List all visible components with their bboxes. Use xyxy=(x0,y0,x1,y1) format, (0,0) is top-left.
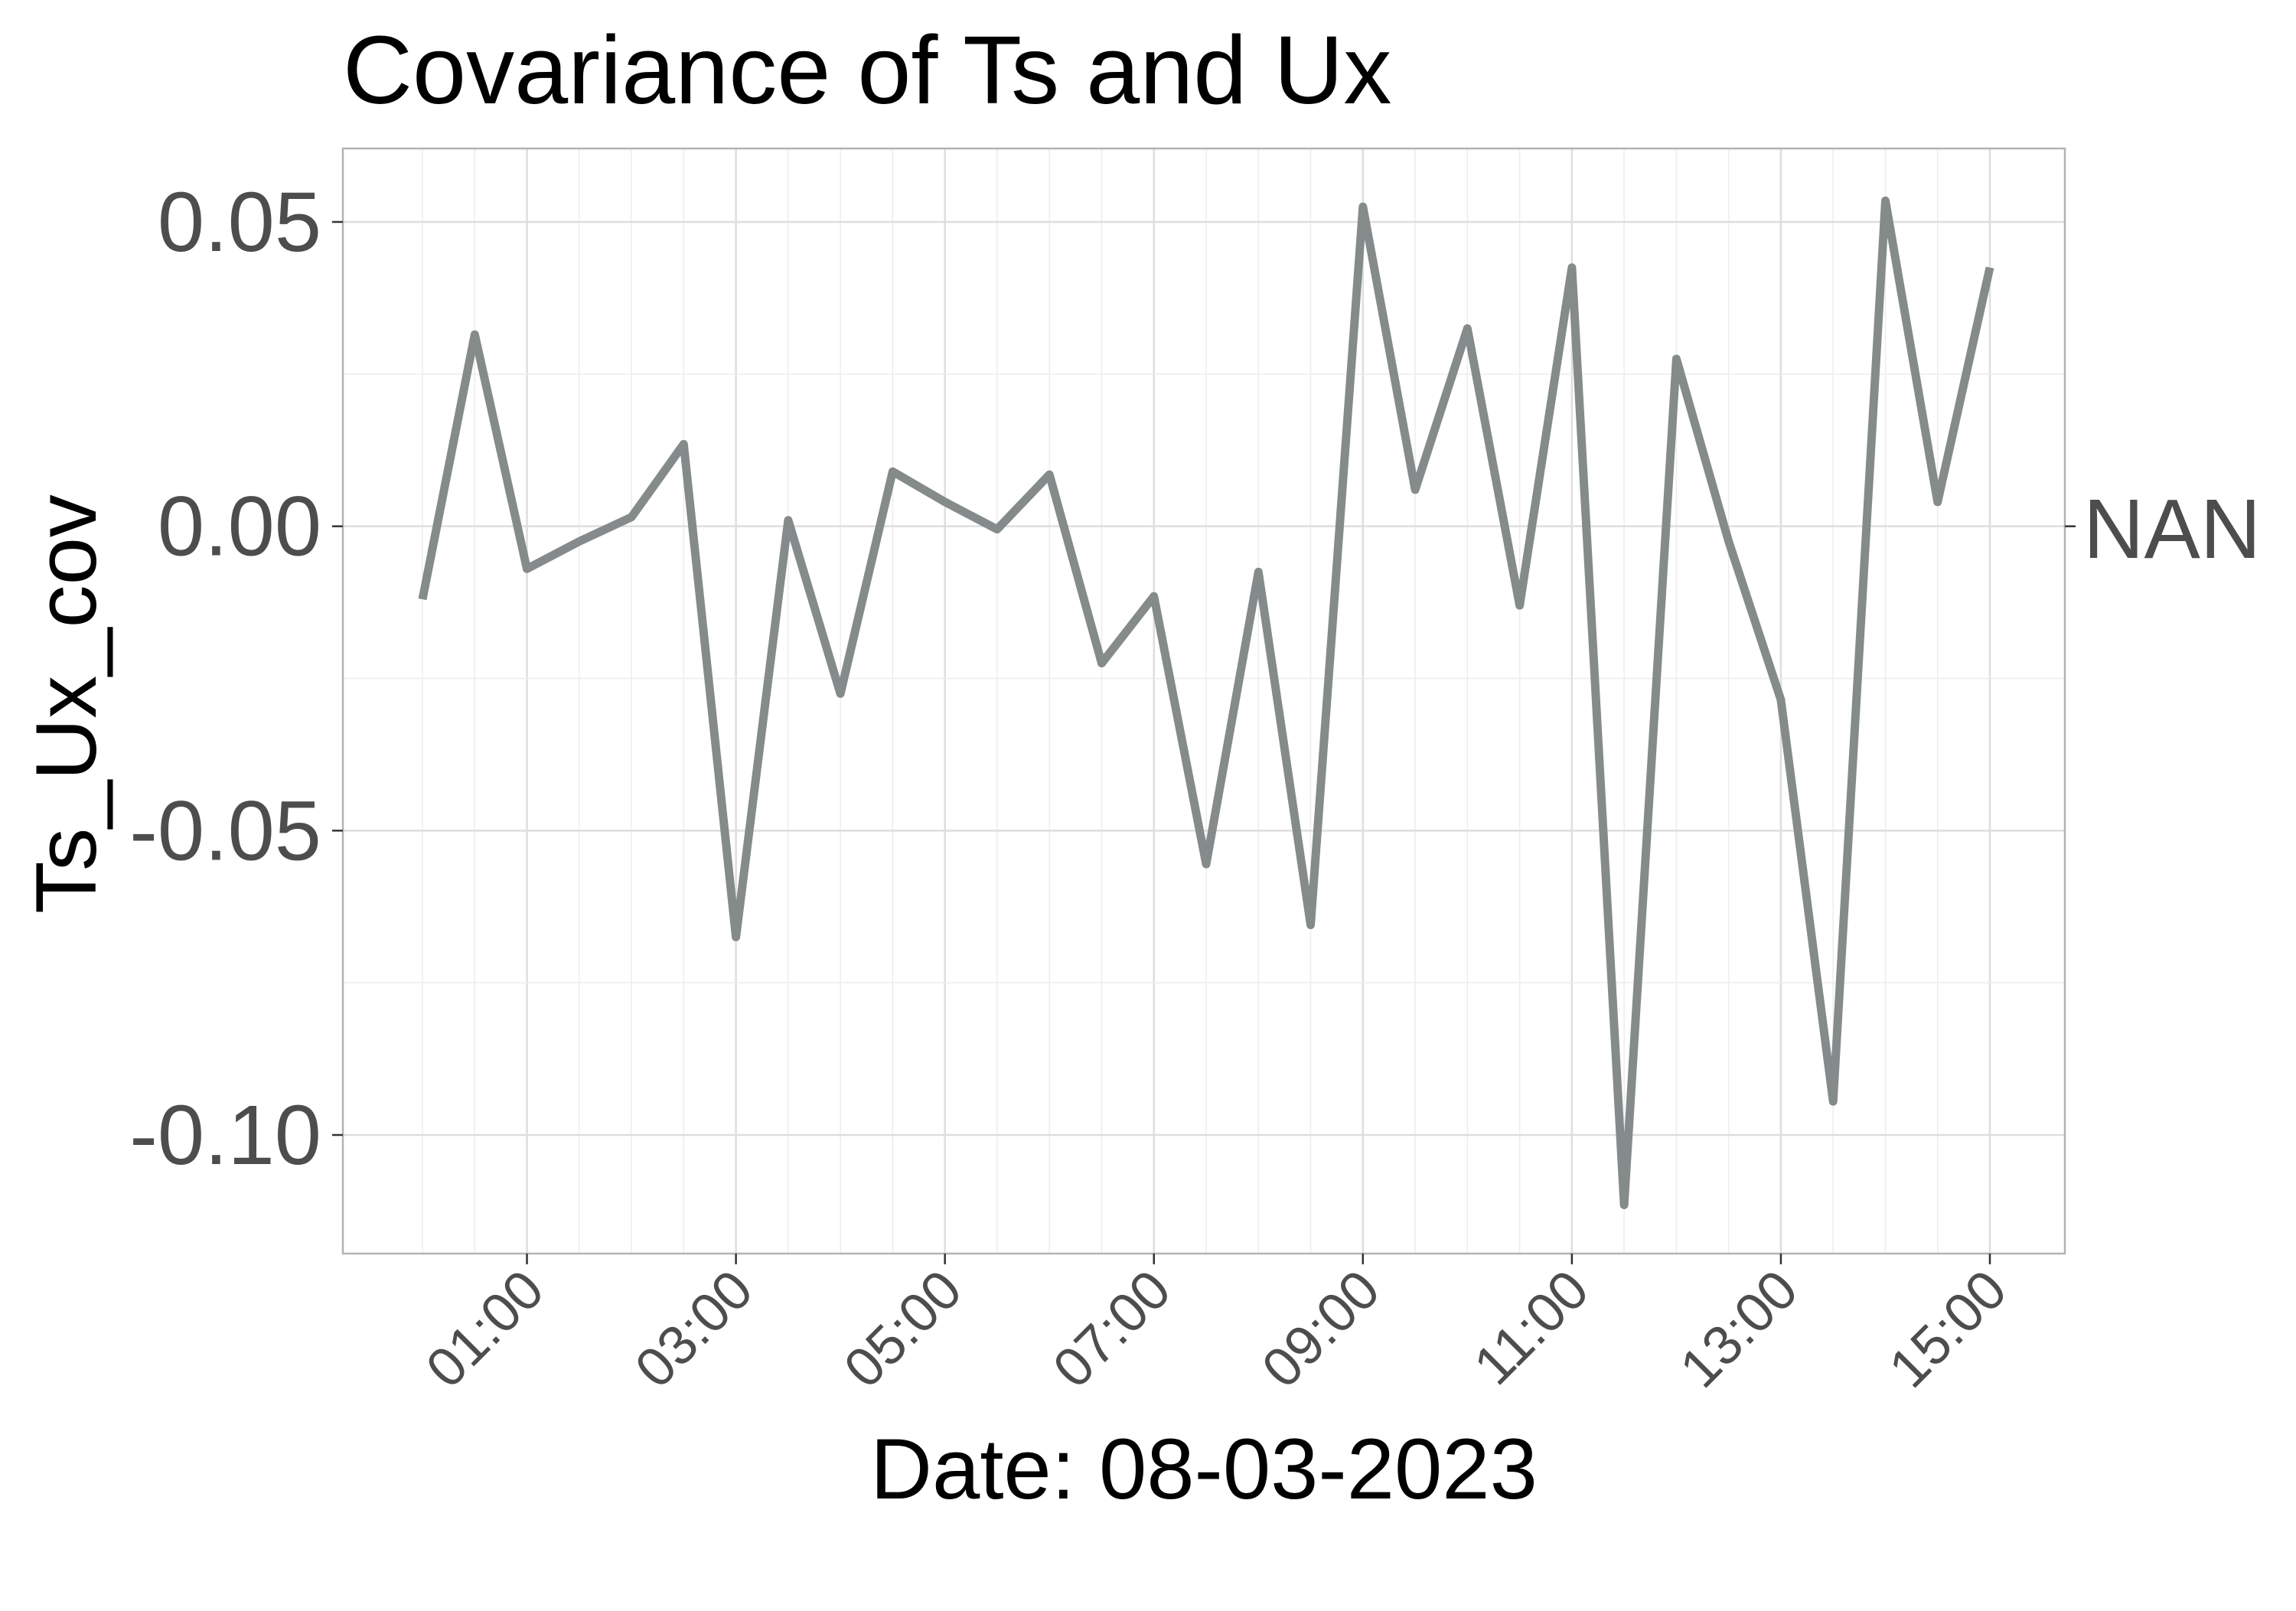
panel-border xyxy=(341,147,2066,1255)
y-axis-title: Ts_Ux_cov xyxy=(18,494,114,914)
x-axis-title: Date: 08-03-2023 xyxy=(870,1421,1538,1517)
y-tick-label: -0.05 xyxy=(129,784,321,878)
chart-title: Covariance of Ts and Ux xyxy=(343,16,1391,124)
y-tick-label: 0.00 xyxy=(158,480,321,574)
nan-label: NAN xyxy=(2083,482,2261,576)
series-line xyxy=(418,196,1994,1209)
y-tick-label: -0.10 xyxy=(129,1088,321,1182)
y-tick-label: 0.05 xyxy=(158,175,321,269)
series xyxy=(418,196,1994,1209)
axis-ticks xyxy=(332,220,2076,1264)
